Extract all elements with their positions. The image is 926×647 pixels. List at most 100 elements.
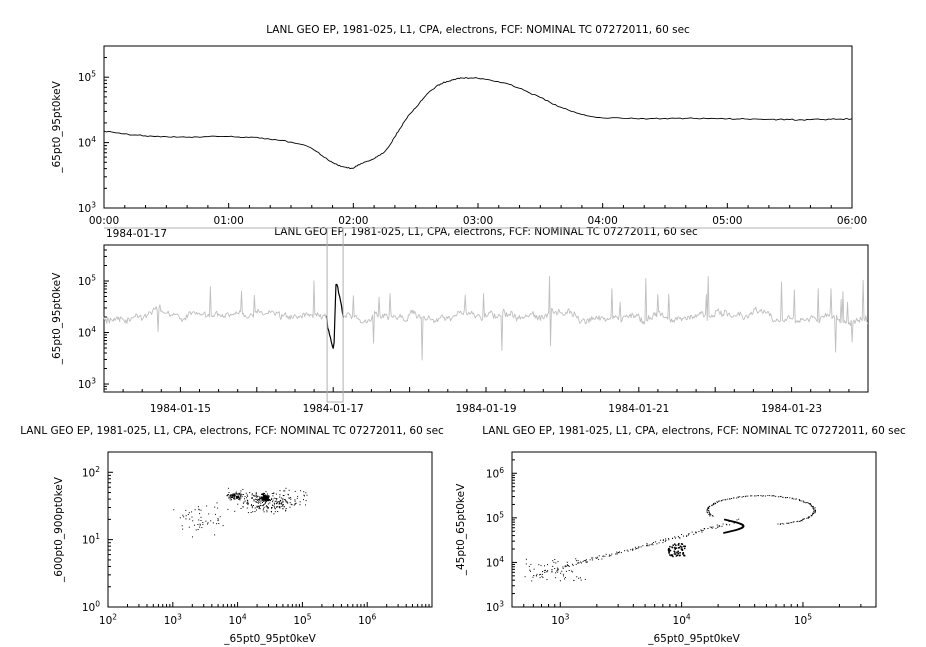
scatter-point xyxy=(724,518,726,521)
scatter-point xyxy=(236,493,237,495)
scatter-point xyxy=(646,544,648,546)
scatter-point xyxy=(281,503,283,505)
panel-detail-xtick: 05:00 xyxy=(712,215,742,227)
scatter-point xyxy=(652,544,654,546)
scatter-point xyxy=(258,506,260,508)
scatter-point xyxy=(256,495,258,497)
scatter-point xyxy=(194,509,196,511)
scatter-point xyxy=(273,513,275,515)
scatter-point xyxy=(813,510,815,512)
scatter-point xyxy=(281,506,283,507)
scatter-point xyxy=(577,562,579,564)
scatter-point xyxy=(263,496,265,498)
scatter-point xyxy=(662,539,664,541)
scatter-point xyxy=(227,508,229,510)
scatter-point xyxy=(674,546,676,549)
scatter-point xyxy=(262,498,264,500)
scatter-point xyxy=(533,575,535,576)
scatter-point xyxy=(784,497,786,499)
scatter-point xyxy=(217,518,219,520)
scatter-point xyxy=(265,491,267,493)
scatter-point xyxy=(283,490,285,492)
scatter-point xyxy=(270,511,272,513)
scatter-point xyxy=(555,562,557,564)
scatter-point xyxy=(258,507,260,509)
scatter-point xyxy=(790,522,792,524)
scatter-point xyxy=(793,498,795,500)
scatter-point xyxy=(276,498,278,500)
scatter-point xyxy=(797,520,799,522)
scatter-point xyxy=(556,570,558,572)
scatter-point xyxy=(266,511,268,513)
scatter-point xyxy=(679,552,681,554)
scatter-point xyxy=(525,563,527,565)
scatter-point xyxy=(267,493,268,495)
scatter-point xyxy=(671,554,673,556)
scatter-point xyxy=(283,504,284,506)
scatter-point xyxy=(683,554,685,556)
scatter-point xyxy=(541,575,543,577)
scatter-point xyxy=(282,498,284,500)
scatter-point xyxy=(674,548,676,550)
scatter-point xyxy=(804,501,806,503)
scatter-point xyxy=(738,518,740,520)
scatter-point xyxy=(799,520,801,522)
scatter-point xyxy=(585,561,587,563)
scatter-point xyxy=(179,517,181,519)
panel-detail-ytick: 105 xyxy=(78,70,96,85)
scatter-point xyxy=(698,531,700,532)
scatter-point xyxy=(286,501,288,503)
scatter-point xyxy=(270,499,272,500)
scatter-point xyxy=(711,526,712,528)
scatter-point xyxy=(789,497,791,499)
scatter-point xyxy=(814,512,816,514)
panel-overview-ytick: 105 xyxy=(78,274,96,289)
scatter-point xyxy=(706,509,708,511)
scatter-point xyxy=(566,565,568,567)
scatter-point xyxy=(236,495,238,497)
scatter-point xyxy=(724,499,726,501)
scatter-point xyxy=(202,522,204,523)
scatter-point xyxy=(530,570,531,572)
scatter-point xyxy=(780,495,782,497)
scatter-point xyxy=(646,543,648,545)
scatter-point xyxy=(294,503,296,505)
scatter-point xyxy=(667,549,670,551)
scatter-point xyxy=(241,496,243,498)
scatter-point xyxy=(278,502,280,504)
scatter-point xyxy=(259,508,261,510)
scatter-point xyxy=(772,495,774,497)
scatter-point xyxy=(721,525,723,527)
scatter-point xyxy=(531,580,533,582)
scatter-point xyxy=(185,509,187,511)
panel-detail-timeseries: LANL GEO EP, 1981-025, L1, CPA, electron… xyxy=(51,24,867,240)
scatter-point xyxy=(773,495,775,497)
scatter-point xyxy=(251,497,253,499)
scatter-point xyxy=(270,500,271,502)
scatter-point xyxy=(279,506,281,507)
scatter-point xyxy=(271,504,273,506)
overview-zoom-selection-box[interactable] xyxy=(326,227,344,403)
scatter-point xyxy=(233,498,235,500)
scatter-point xyxy=(681,546,683,548)
scatter-point xyxy=(617,552,619,553)
scatter-point xyxy=(799,499,801,501)
scatter-point xyxy=(668,550,670,552)
scatter-point xyxy=(244,500,246,502)
panel-detail-xtick: 03:00 xyxy=(463,215,493,227)
scatter-point xyxy=(674,536,676,538)
scatter-point xyxy=(256,496,258,498)
scatter-point xyxy=(709,505,711,507)
scatter-point xyxy=(219,516,221,518)
scatter-point xyxy=(662,540,664,542)
scatter-point xyxy=(578,577,580,579)
scatter-point xyxy=(230,497,232,499)
scatter-point xyxy=(706,509,708,510)
scatter-point xyxy=(683,535,684,537)
scatter-point xyxy=(236,497,238,499)
scatter-point xyxy=(539,574,540,576)
scatter-point xyxy=(712,526,714,528)
scatter-point xyxy=(214,506,216,508)
scatter-point xyxy=(557,567,558,569)
scatter-point xyxy=(564,578,565,580)
